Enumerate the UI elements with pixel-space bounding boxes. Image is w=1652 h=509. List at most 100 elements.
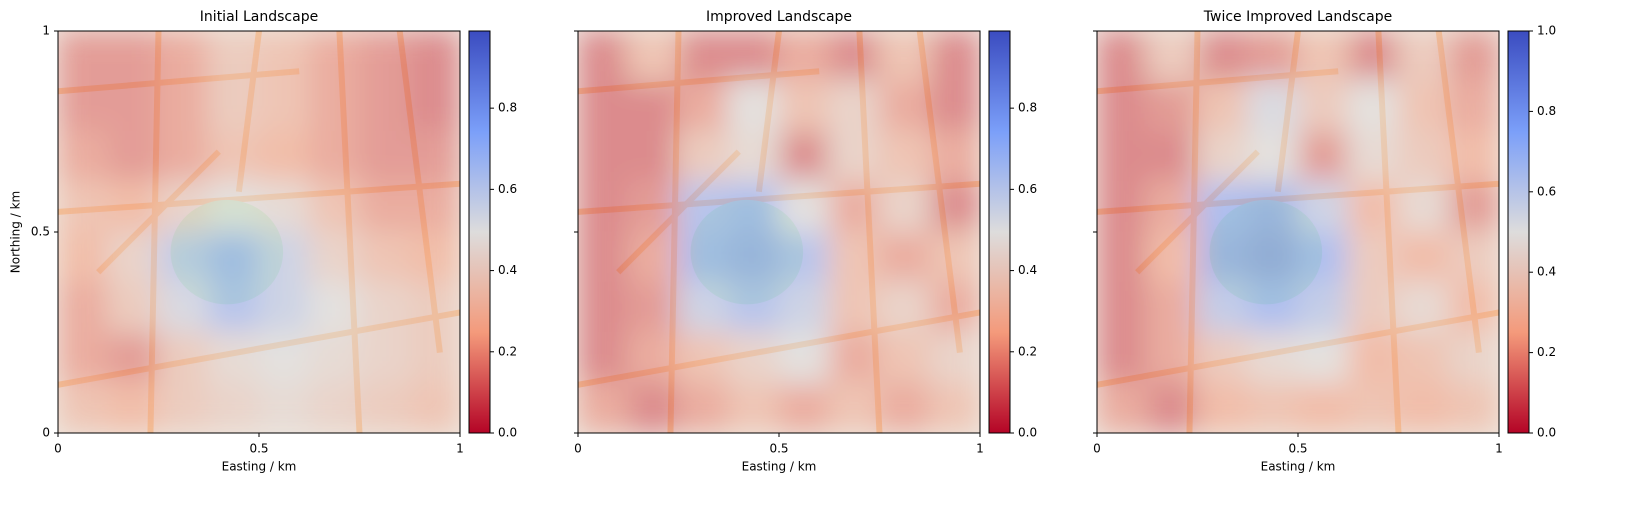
heatmap-cell <box>1297 281 1349 333</box>
heatmap-cell <box>258 80 310 132</box>
heatmap-cell <box>409 382 460 433</box>
x-axis-label: Easting / km <box>222 460 297 474</box>
heatmap-cell <box>1247 80 1299 132</box>
heatmap-cell <box>627 231 679 283</box>
heatmap-cell <box>879 80 931 132</box>
heatmap-cell <box>578 332 629 384</box>
heatmap-cell <box>208 181 260 233</box>
heatmap-cell <box>678 281 730 333</box>
heatmap-cell <box>929 181 980 233</box>
colorbar-tick-label: 0.4 <box>1537 265 1556 279</box>
x-tick-label: 0.5 <box>769 442 788 456</box>
heatmap-cell <box>1197 131 1249 183</box>
heatmap-cell <box>1247 31 1299 82</box>
heatmap-cell <box>308 31 360 82</box>
heatmap-cell <box>578 181 629 233</box>
heatmap-cell <box>879 281 931 333</box>
colorbar-tick-label: 0.6 <box>498 182 517 196</box>
heatmap-cell <box>627 181 679 233</box>
heatmap-cell <box>359 332 411 384</box>
heatmap-cell <box>1398 281 1450 333</box>
plot-area <box>578 31 980 433</box>
colorbar-tick-label: 0.2 <box>1537 345 1556 359</box>
heatmap-cell <box>578 382 629 433</box>
heatmap-cell <box>778 181 830 233</box>
heatmap-cell <box>409 281 460 333</box>
heatmap-cell <box>208 382 260 433</box>
heatmap-cell <box>409 80 460 132</box>
colorbar-tick-label: 1.0 <box>1537 24 1556 38</box>
heatmap-cell <box>627 80 679 132</box>
heatmap-cell <box>1146 131 1198 183</box>
plot-area <box>58 31 460 433</box>
plot-area <box>1097 31 1499 433</box>
heatmap-cell <box>1197 31 1249 82</box>
heatmap-cell <box>1097 231 1148 283</box>
heatmap-cell <box>1448 181 1499 233</box>
heatmap-cell <box>58 131 109 183</box>
x-tick-label: 0 <box>1093 442 1101 456</box>
heatmap-cell <box>1448 231 1499 283</box>
heatmap-cell <box>158 332 210 384</box>
heatmap-cell <box>1347 181 1399 233</box>
heatmap-cell <box>1146 281 1198 333</box>
heatmap-cell <box>359 80 411 132</box>
heatmap-cell <box>107 332 159 384</box>
heatmap-cell <box>728 332 780 384</box>
chart-title: Initial Landscape <box>200 9 318 25</box>
heatmap-cell <box>258 231 310 283</box>
heatmap-cell <box>208 31 260 82</box>
heatmap-cell <box>158 281 210 333</box>
heatmap-cell <box>1146 332 1198 384</box>
heatmap-cell <box>1297 382 1349 433</box>
heatmap <box>58 31 460 433</box>
heatmap-cell <box>1197 332 1249 384</box>
heatmap-cell <box>1097 131 1148 183</box>
heatmap-cell <box>1297 80 1349 132</box>
heatmap-cell <box>879 131 931 183</box>
heatmap-cell <box>158 382 210 433</box>
heatmap-cell <box>158 31 210 82</box>
heatmap-cell <box>409 181 460 233</box>
heatmap-cell <box>728 231 780 283</box>
heatmap-cell <box>879 31 931 82</box>
heatmap-cell <box>778 332 830 384</box>
heatmap-cell <box>1247 131 1299 183</box>
heatmap-cell <box>1448 80 1499 132</box>
x-axis-label: Easting / km <box>1261 460 1336 474</box>
heatmap-cell <box>409 231 460 283</box>
heatmap-cell <box>1448 382 1499 433</box>
heatmap-cell <box>1097 332 1148 384</box>
heatmap-cell <box>828 31 880 82</box>
heatmap-cell <box>728 382 780 433</box>
heatmap-cell <box>158 231 210 283</box>
y-tick-label: 0 <box>42 426 50 440</box>
x-tick-label: 1 <box>456 442 464 456</box>
heatmap-cell <box>58 382 109 433</box>
heatmap-cell <box>1247 181 1299 233</box>
heatmap-cell <box>1247 382 1299 433</box>
heatmap-cell <box>1197 231 1249 283</box>
colorbar <box>468 30 491 434</box>
heatmap-cell <box>1448 131 1499 183</box>
heatmap-cell <box>359 181 411 233</box>
heatmap-cell <box>728 181 780 233</box>
heatmap-cell <box>1398 131 1450 183</box>
heatmap-cell <box>1347 231 1399 283</box>
heatmap-cell <box>879 332 931 384</box>
heatmap-cell <box>1146 231 1198 283</box>
heatmap-cell <box>158 181 210 233</box>
heatmap-cell <box>578 80 629 132</box>
heatmap-cell <box>58 181 109 233</box>
heatmap-cell <box>828 332 880 384</box>
colorbar-tick-label: 0.4 <box>1018 263 1037 277</box>
heatmap-cell <box>1398 231 1450 283</box>
heatmap-cell <box>258 382 310 433</box>
heatmap <box>1097 31 1499 433</box>
heatmap-cell <box>258 31 310 82</box>
y-axis-label: Northing / km <box>9 191 23 273</box>
heatmap-cell <box>1197 281 1249 333</box>
heatmap-cell <box>828 131 880 183</box>
heatmap-cell <box>627 131 679 183</box>
